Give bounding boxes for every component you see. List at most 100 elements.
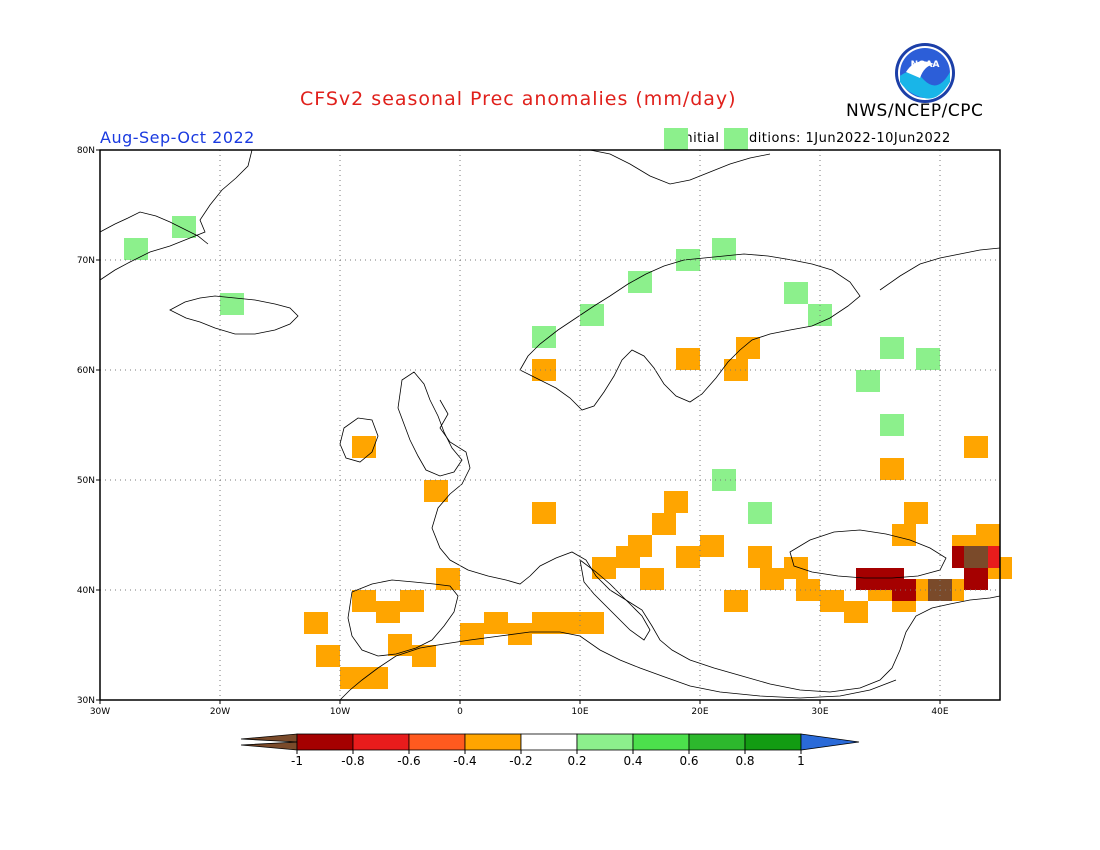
anomaly-cell xyxy=(856,370,880,392)
anomaly-cell xyxy=(880,458,904,480)
colorbar-swatch xyxy=(520,733,578,751)
anomaly-cell xyxy=(316,645,340,667)
anomaly-cell xyxy=(352,436,376,458)
anomaly-cell xyxy=(760,568,784,590)
lon-tick-label: 20E xyxy=(691,707,708,717)
season-label: Aug-Sep-Oct 2022 xyxy=(100,128,255,147)
black-sea-coast xyxy=(789,529,947,579)
colorbar-swatch xyxy=(688,733,746,751)
anomaly-cell xyxy=(712,238,736,260)
anomaly-cell xyxy=(628,271,652,293)
colorbar-label: 0.6 xyxy=(679,754,698,768)
lat-tick-label: 50N xyxy=(77,476,95,486)
anomaly-cell xyxy=(532,326,556,348)
anomaly-cell xyxy=(172,216,196,238)
lon-tick-label: 30W xyxy=(90,707,110,717)
anomaly-cell xyxy=(580,612,604,634)
colorbar-label: 0.8 xyxy=(735,754,754,768)
anomaly-cell xyxy=(748,502,772,524)
anomaly-cell xyxy=(400,590,424,612)
colorbar-swatch xyxy=(464,733,522,751)
lat-tick-label: 60N xyxy=(77,366,95,376)
anomaly-cell xyxy=(412,645,436,667)
anomaly-cell xyxy=(508,623,532,645)
colorbar-label: 0.4 xyxy=(623,754,642,768)
colorbar-swatch xyxy=(408,733,466,751)
colorbar-label: -0.2 xyxy=(509,754,532,768)
colorbar-label: 0.2 xyxy=(567,754,586,768)
colorbar-swatch xyxy=(352,733,410,751)
anomaly-cell xyxy=(964,568,988,590)
colorbar-swatch xyxy=(744,733,802,751)
axis-ticks: 30W 20W 10W 0 10E 20E 30E 40E 80N 70N 60N 50N 40N 30N xyxy=(77,146,949,717)
anomaly-cell xyxy=(388,634,412,656)
anomaly-cell xyxy=(820,590,844,612)
colorbar-under-arrow xyxy=(240,733,298,743)
iceland-coast xyxy=(169,295,299,335)
anomaly-cell xyxy=(748,546,772,568)
anomaly-cell xyxy=(532,359,556,381)
logo-text: NOAA xyxy=(911,60,940,70)
colorbar-swatch xyxy=(632,733,690,751)
anomaly-cell xyxy=(124,238,148,260)
agency-label: NWS/NCEP/CPC xyxy=(846,101,984,121)
anomaly-cell xyxy=(640,568,664,590)
anomaly-cell xyxy=(880,337,904,359)
greenland-coast xyxy=(99,149,253,281)
anomaly-cell xyxy=(220,293,244,315)
anomaly-cell xyxy=(580,304,604,326)
map-title: CFSv2 seasonal Prec anomalies (mm/day) xyxy=(300,88,737,110)
anomaly-cell xyxy=(460,623,484,645)
anomaly-cell xyxy=(856,568,880,590)
colorbar-under-arrow-lower xyxy=(240,741,298,751)
lat-tick-label: 40N xyxy=(77,586,95,596)
anomaly-cell xyxy=(976,524,1000,546)
lon-tick-label: 10W xyxy=(330,707,350,717)
anomaly-cell xyxy=(664,128,688,150)
anomaly-cell xyxy=(796,579,820,601)
anomaly-cell xyxy=(532,612,556,634)
anomaly-cell xyxy=(652,513,676,535)
british-isles-coast xyxy=(339,371,463,477)
colorbar-label: -0.6 xyxy=(397,754,420,768)
novaya-zemlya-coast xyxy=(879,247,1001,291)
lon-tick-label: 40E xyxy=(931,707,948,717)
anomaly-cell xyxy=(664,491,688,513)
anomaly-cell xyxy=(784,557,808,579)
anomaly-cell xyxy=(304,612,328,634)
colorbar-swatch xyxy=(576,733,634,751)
scandinavia-coast xyxy=(519,253,861,411)
anomaly-cell xyxy=(880,414,904,436)
anomaly-cell xyxy=(676,348,700,370)
anomaly-cell xyxy=(340,667,364,689)
lat-tick-label: 70N xyxy=(77,256,95,266)
anomaly-cell xyxy=(628,535,652,557)
anomaly-cell xyxy=(352,590,376,612)
noaa-logo: NOAA xyxy=(895,43,955,103)
anomaly-cell xyxy=(736,337,760,359)
colorbar-over-arrow xyxy=(800,733,860,751)
anomaly-cells xyxy=(124,128,1012,689)
anomaly-cell xyxy=(916,348,940,370)
anomaly-cell xyxy=(892,579,916,601)
colorbar-label: 1 xyxy=(797,754,805,768)
anomaly-cell xyxy=(556,612,580,634)
anomaly-cell xyxy=(724,128,748,150)
svalbard-coast xyxy=(589,149,771,185)
lon-tick-label: 30E xyxy=(811,707,828,717)
map-frame xyxy=(99,149,1001,701)
anomaly-cell xyxy=(484,612,508,634)
anomaly-cell xyxy=(532,502,556,524)
anomaly-cell xyxy=(676,546,700,568)
anomaly-cell xyxy=(904,502,928,524)
lon-tick-label: 20W xyxy=(210,707,230,717)
anomaly-cell xyxy=(424,480,448,502)
anomaly-cell xyxy=(364,667,388,689)
colorbar-label: -1 xyxy=(291,754,303,768)
colorbar-swatch xyxy=(296,733,354,751)
lon-tick-label: 10E xyxy=(571,707,588,717)
lat-tick-label: 80N xyxy=(77,146,95,156)
colorbar-label: -0.8 xyxy=(341,754,364,768)
italy-coast xyxy=(579,559,651,641)
